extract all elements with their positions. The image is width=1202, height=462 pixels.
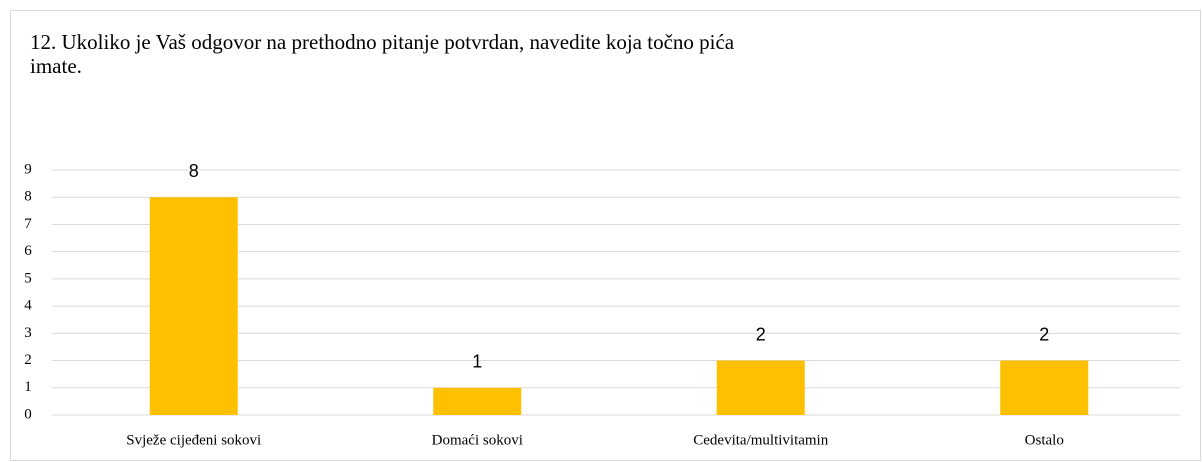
data-label: 2 — [1039, 324, 1049, 344]
y-tick-label: 4 — [24, 298, 32, 314]
data-label: 8 — [189, 161, 199, 181]
y-tick-label: 2 — [24, 352, 32, 368]
x-tick-label: Svježe cijeđeni sokovi — [126, 432, 261, 448]
x-tick-label: Cedevita/multivitamin — [693, 432, 828, 448]
y-tick-label: 7 — [24, 216, 32, 232]
chart-title: 12. Ukoliko je Vaš odgovor na prethodno … — [30, 30, 735, 78]
x-tick-label: Ostalo — [1025, 432, 1064, 448]
y-tick-label: 1 — [24, 379, 32, 395]
y-tick-label: 0 — [24, 406, 32, 422]
x-tick-label: Domaći sokovi — [432, 432, 523, 448]
data-label: 2 — [756, 324, 766, 344]
data-label: 1 — [472, 352, 482, 372]
y-tick-label: 3 — [24, 325, 32, 341]
bar — [1000, 360, 1089, 415]
bar — [716, 360, 805, 415]
y-tick-label: 5 — [24, 270, 32, 286]
y-tick-label: 9 — [24, 161, 32, 177]
y-tick-label: 8 — [24, 189, 32, 205]
bar — [149, 197, 238, 415]
chart-border — [10, 10, 1201, 461]
bar — [433, 387, 522, 415]
y-tick-label: 6 — [24, 243, 32, 259]
